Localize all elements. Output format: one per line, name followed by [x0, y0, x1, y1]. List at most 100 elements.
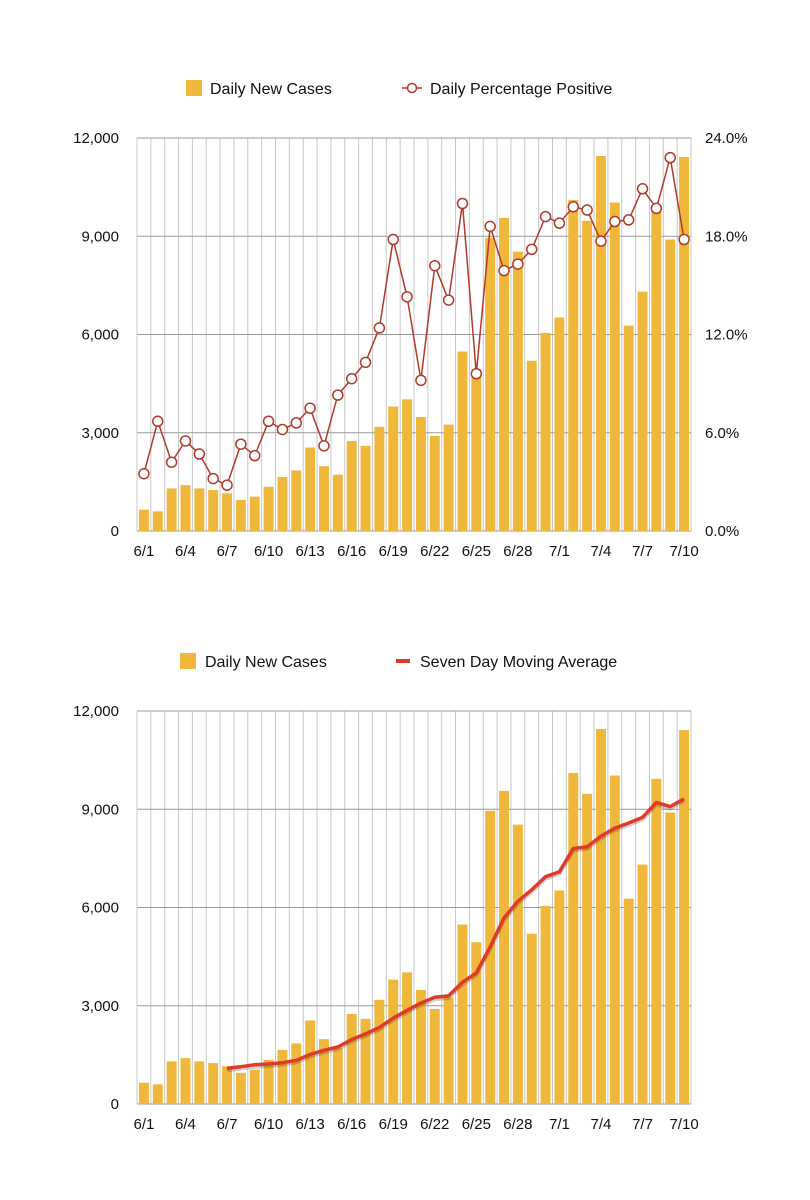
chart1-x-tick-label: 6/7 — [217, 543, 238, 560]
chart2-x-tick-label: 6/7 — [217, 1116, 238, 1133]
chart2-bar — [554, 890, 565, 1104]
chart1-bar — [166, 488, 177, 531]
chart2-x-tick-label: 6/19 — [379, 1116, 408, 1133]
chart2-x-tick-label: 6/16 — [337, 1116, 366, 1133]
chart1-point — [553, 217, 566, 229]
chart1-point — [165, 456, 178, 468]
chart1-point — [484, 220, 496, 233]
chart1-bar — [152, 511, 163, 531]
chart1-x-tick-label: 6/28 — [503, 543, 532, 560]
chart1-point — [221, 479, 233, 491]
chart2-x-tick-label: 6/10 — [254, 1116, 283, 1133]
chart1-bar — [291, 470, 302, 531]
chart2-x-tick-label: 6/13 — [296, 1116, 325, 1133]
chart2-bar — [457, 924, 468, 1104]
chart2-y-tick-label: 3,000 — [81, 998, 119, 1015]
chart1-bar — [249, 496, 260, 531]
chart2-x-tick-label: 6/1 — [133, 1116, 154, 1133]
chart1-x-tick-label: 6/22 — [420, 543, 449, 560]
chart1-bar — [443, 424, 454, 531]
chart2-x-tick-label: 6/22 — [420, 1116, 449, 1133]
chart1-point — [429, 259, 441, 272]
chart2-x-tick-label: 7/4 — [591, 1116, 612, 1133]
chart1-bar — [332, 474, 343, 531]
chart2-x-tick-label: 6/28 — [503, 1116, 532, 1133]
chart1-y-tick-label: 9,000 — [81, 228, 119, 245]
chart1-bar — [360, 445, 371, 531]
chart1-legend-marker-swatch — [406, 82, 418, 94]
chart1-point — [152, 415, 164, 428]
chart2-bar — [360, 1018, 371, 1104]
chart2-legend: Daily New Cases Seven Day Moving Average — [180, 653, 617, 671]
chart2-y-tick-label: 9,000 — [81, 801, 119, 818]
chart1-bar — [263, 486, 274, 531]
chart2-bar — [291, 1043, 302, 1104]
chart1-point — [512, 258, 524, 270]
chart1-point — [304, 402, 316, 414]
chart2-bar — [443, 997, 454, 1104]
chart1-point — [498, 264, 510, 277]
chart2-legend-bars-label: Daily New Cases — [205, 654, 327, 671]
chart2-bar — [374, 999, 385, 1104]
chart1-bar — [138, 509, 149, 531]
chart1-x-tick-label: 7/1 — [549, 543, 570, 560]
chart1-point — [179, 435, 192, 447]
chart2-bar — [540, 905, 551, 1104]
chart1-x-tick-label: 6/16 — [337, 543, 366, 560]
chart1-point — [387, 233, 399, 246]
chart2-line — [226, 797, 685, 1071]
chart1-point — [332, 389, 344, 401]
chart1-point — [456, 197, 469, 210]
chart2-bar — [249, 1069, 260, 1104]
chart1-bar — [568, 199, 579, 531]
chart2-bar — [222, 1066, 233, 1104]
chart1-y2-tick-label: 0.0% — [705, 523, 739, 540]
chart1-x-tick-label: 6/19 — [379, 543, 408, 560]
chart2-bar — [235, 1072, 246, 1104]
chart2-x-tick-label: 6/4 — [175, 1116, 196, 1133]
chart1-y-tick-label: 3,000 — [81, 425, 119, 442]
chart1-x-tick-label: 7/4 — [591, 543, 612, 560]
chart2-bar — [415, 990, 426, 1104]
chart1-bar — [595, 156, 606, 531]
chart1-x-tick-label: 7/7 — [632, 543, 653, 560]
chart1-plot: 0 3,000 6,000 9,000 12,000 0.0% 6.0% 12.0% 18.0%… — [73, 130, 747, 560]
chart2-bar — [318, 1039, 329, 1104]
chart1-bar — [305, 447, 316, 531]
chart1-point — [276, 423, 289, 436]
chart1-legend: Daily New Cases Daily Percentage Positiv… — [186, 80, 612, 98]
chart1-bar — [429, 436, 440, 531]
chart1-y2-tick-label: 24.0% — [705, 130, 748, 147]
chart2-bar — [388, 979, 399, 1104]
chart1-point — [595, 235, 607, 247]
chart2-y-tick-label: 6,000 — [81, 900, 119, 917]
chart2-bar — [208, 1063, 219, 1104]
chart2-bar — [429, 1009, 440, 1104]
chart1-y-tick-label: 12,000 — [73, 130, 119, 147]
chart1-legend-bar-swatch — [186, 80, 202, 96]
chart1-bar — [512, 251, 523, 531]
chart1-point — [415, 374, 427, 387]
chart1-bar — [526, 360, 537, 531]
chart1-point — [525, 243, 538, 256]
chart1-bar — [402, 399, 413, 531]
chart1-point — [622, 214, 635, 226]
chart1-x-tick-label: 6/10 — [254, 543, 283, 560]
chart2-bar — [305, 1020, 316, 1104]
chart2-bar — [623, 898, 634, 1104]
chart1-bar — [277, 476, 288, 531]
chart2-y-tick-label: 12,000 — [73, 703, 119, 720]
chart1-point — [470, 368, 483, 380]
chart1-y2-tick-label: 6.0% — [705, 425, 739, 442]
chart2-bar — [582, 793, 593, 1104]
chart1-bar — [471, 369, 482, 531]
chart1-x-tick-label: 6/4 — [175, 543, 196, 560]
chart1-bar — [651, 205, 662, 532]
chart1-bar — [208, 490, 219, 531]
chart2-legend-bar-swatch — [180, 653, 196, 669]
chart1-point — [609, 215, 621, 228]
chart2-bar — [263, 1059, 274, 1104]
chart1-point — [636, 183, 649, 195]
chart1-point — [373, 322, 386, 334]
